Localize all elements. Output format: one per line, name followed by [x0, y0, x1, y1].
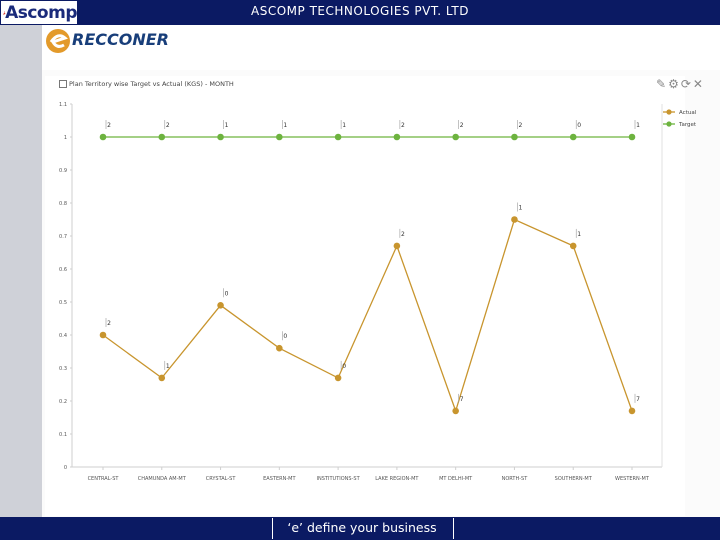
series-line-actual	[102, 218, 633, 413]
data-point-target	[334, 133, 342, 141]
data-label-target: 1	[636, 122, 640, 129]
data-label-target: 0	[577, 122, 581, 129]
x-tick-label: WESTERN-MT	[615, 476, 650, 482]
tagline: ‘e’ define your business	[287, 520, 437, 535]
y-tick-label: 0.8	[59, 201, 67, 207]
x-tick-label: EASTERN-MT	[263, 476, 296, 482]
company-title: ASCOMP TECHNOLOGIES PVT. LTD	[251, 4, 469, 18]
data-point-actual	[158, 374, 166, 382]
data-point-actual	[569, 242, 577, 250]
company-logo: Ascomp	[0, 0, 78, 25]
settings-icon[interactable]: ⚙	[668, 77, 679, 91]
data-label-actual: 7	[636, 396, 640, 403]
data-label-actual: 1	[577, 231, 581, 238]
data-label-target: 2	[519, 122, 523, 129]
data-label-actual: 0	[283, 333, 287, 340]
data-label-actual: 2	[107, 320, 111, 327]
y-tick-label: 0.2	[59, 399, 67, 405]
logo-bolt-icon	[3, 10, 6, 15]
product-name: RECCONER	[72, 30, 169, 49]
data-point-target	[569, 133, 577, 141]
data-point-target	[628, 133, 636, 141]
y-tick-label: 0.5	[59, 300, 67, 306]
data-label-target: 2	[107, 122, 111, 129]
data-point-actual	[628, 407, 636, 415]
data-point-target	[511, 133, 518, 141]
left-sidebar	[0, 25, 42, 517]
data-point-actual	[452, 407, 459, 415]
chart-title: Plan Territory wise Target vs Actual (KG…	[69, 80, 234, 88]
chart-toolbar: ✎ ⚙ ⟳ ✕	[656, 77, 703, 91]
x-tick-label: NORTH-ST	[502, 476, 529, 482]
logo-text: Ascomp	[5, 2, 77, 23]
footer-bar	[0, 517, 720, 540]
data-label-actual: 7	[460, 396, 464, 403]
brand-area: RECCONER	[42, 25, 720, 70]
y-tick-label: 0.4	[59, 333, 67, 339]
data-label-actual: 2	[401, 231, 405, 238]
y-tick-label: 0.6	[59, 267, 67, 273]
chart-title-row: Plan Territory wise Target vs Actual (KG…	[59, 80, 234, 88]
data-label-actual: 1	[519, 205, 523, 212]
tagline-frame	[272, 518, 454, 539]
refresh-icon[interactable]: ⟳	[680, 77, 691, 91]
edit-icon[interactable]: ✎	[656, 77, 667, 91]
x-tick-label: INSTITUTIONS-ST	[317, 476, 361, 482]
y-tick-label: 0.9	[59, 168, 67, 174]
legend-label: Target	[678, 122, 697, 128]
data-point-target	[452, 133, 459, 141]
y-tick-label: 0	[64, 465, 67, 471]
x-tick-label: CHAMUNDA AM-MT	[138, 476, 187, 482]
brand-e-icon	[46, 29, 70, 53]
data-label-actual: 0	[342, 363, 346, 370]
data-point-actual	[334, 374, 342, 382]
data-label-actual: 0	[225, 290, 229, 297]
legend-swatch-marker	[666, 121, 672, 127]
data-point-target	[158, 133, 166, 141]
data-point-actual	[217, 302, 224, 309]
y-tick-label: 1	[64, 135, 67, 141]
chart-panel	[45, 76, 685, 516]
legend-swatch-marker	[666, 109, 672, 115]
data-label-target: 2	[166, 122, 170, 129]
x-tick-label: CENTRAL-ST	[88, 476, 120, 482]
data-label-target: 2	[460, 122, 464, 129]
data-point-target	[99, 133, 107, 141]
data-point-actual	[99, 331, 107, 339]
y-tick-label: 1.1	[59, 102, 67, 108]
data-point-target	[393, 133, 401, 141]
y-tick-label: 0.7	[59, 234, 67, 240]
data-point-target	[276, 133, 283, 141]
data-label-target: 1	[225, 122, 229, 129]
chart-collapse-checkbox[interactable]	[59, 80, 67, 88]
data-label-target: 1	[342, 122, 346, 129]
data-point-actual	[276, 344, 283, 352]
data-point-actual	[511, 216, 518, 223]
header-bar	[0, 0, 720, 25]
legend-label: Actual	[679, 110, 697, 116]
x-tick-label: MT DELHI-MT	[439, 476, 473, 482]
data-point-actual	[393, 242, 401, 250]
close-icon[interactable]: ✕	[692, 77, 703, 91]
data-label-actual: 1	[166, 363, 170, 370]
y-tick-label: 0.1	[59, 432, 67, 438]
x-tick-label: SOUTHERN-MT	[555, 476, 593, 482]
data-label-target: 1	[283, 122, 287, 129]
y-tick-label: 0.3	[59, 366, 67, 372]
data-label-target: 2	[401, 122, 405, 129]
data-point-target	[217, 133, 224, 141]
x-tick-label: CRYSTAL-ST	[206, 476, 237, 482]
x-tick-label: LAKE REGION-MT	[375, 476, 419, 482]
